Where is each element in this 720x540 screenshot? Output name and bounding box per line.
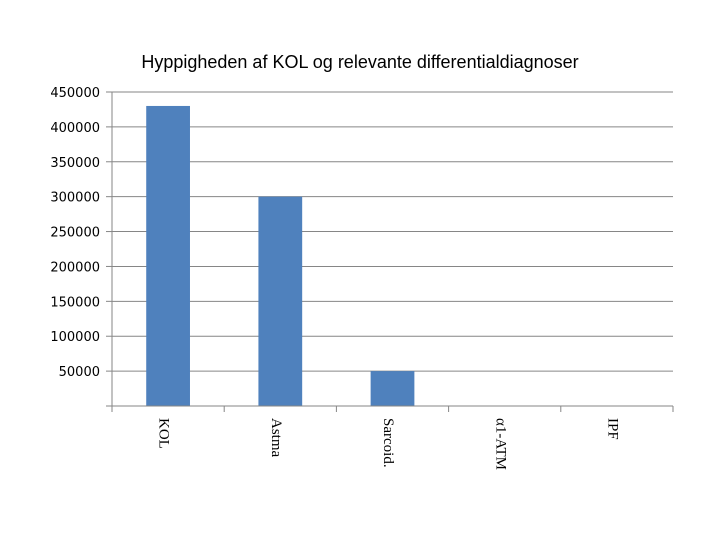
gridlines: [112, 91, 673, 372]
category-label: KOL: [156, 418, 172, 449]
y-tick-label: 250000: [50, 226, 100, 241]
y-tick-label: 100000: [50, 330, 100, 345]
y-tick-label: 200000: [50, 260, 100, 275]
category-label: Astma: [268, 418, 284, 458]
axes: [106, 91, 674, 412]
category-label: IPF: [604, 418, 620, 440]
y-tick-label: 300000: [50, 191, 100, 206]
y-tick-label: 150000: [50, 295, 100, 310]
y-tick-label: 50000: [59, 365, 100, 380]
bar-1: [258, 196, 303, 406]
category-label: α1-ATM: [492, 418, 508, 470]
bar-2: [370, 371, 415, 406]
bars: [146, 105, 415, 406]
category-label: Sarcoid.: [380, 418, 396, 468]
y-tick-labels: 450000 400000 350000 300000 250000 200000 1500…: [50, 86, 100, 380]
y-tick-label: 400000: [50, 121, 100, 136]
y-tick-label: 450000: [50, 86, 100, 101]
y-tick-label: 350000: [50, 156, 100, 171]
category-labels: KOL Astma Sarcoid. α1-ATM IPF: [156, 418, 621, 470]
chart-title: Hyppigheden af KOL og relevante differen…: [141, 52, 579, 72]
bar-0: [146, 105, 190, 406]
